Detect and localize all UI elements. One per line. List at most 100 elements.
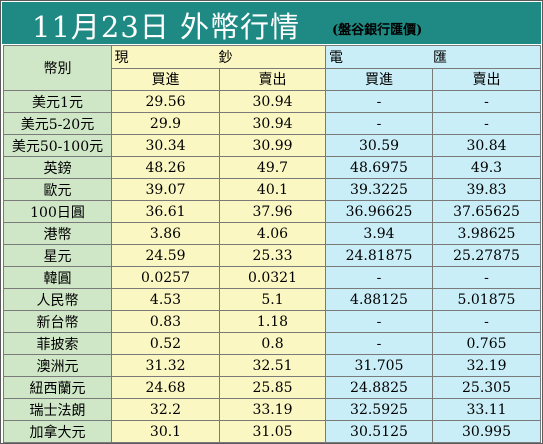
cash-sell-cell: 1.18 — [219, 310, 326, 333]
table-row: 韓圓 0.0257 0.0321- - — [3, 266, 541, 289]
table-row: 100日圓 36.61 37.96 36.96625 37.65625 — [3, 200, 541, 223]
currency-name: 星元 — [3, 244, 112, 267]
cash-sell-header: 賣出 — [219, 67, 326, 91]
wire-sell-cell: 25.305 — [432, 376, 541, 399]
cash-sell-cell: 30.94 — [219, 90, 326, 113]
currency-name: 新台幣 — [3, 310, 112, 333]
cash-sell-cell: 4.06 — [219, 222, 326, 245]
currency-name: 美元5-20元 — [3, 112, 112, 135]
cash-buy-cell: 0.0257 — [111, 266, 220, 289]
wire-sell-cell: - — [432, 90, 541, 113]
wire-sell-cell: 49.3 — [432, 156, 541, 179]
cash-buy-cell: 24.59 — [111, 244, 220, 267]
source-subtitle: (盤谷銀行匯價) — [332, 23, 423, 38]
wire-sell-cell: 33.11 — [432, 398, 541, 421]
wire-buy-cell: 36.96625 — [325, 200, 433, 223]
wire-buy-cell: 32.5925 — [325, 398, 433, 421]
table-row: 星元 24.59 25.33 24.81875 25.27875 — [3, 244, 541, 267]
currency-name: 紐西蘭元 — [3, 376, 112, 399]
currency-name: 菲披索 — [3, 332, 112, 355]
wire-group-header: 電匯 — [325, 45, 541, 69]
table-row: 瑞士法朗 32.2 33.19 32.5925 33.11 — [3, 398, 541, 421]
currency-name: 加拿大元 — [3, 420, 112, 443]
group-header-row: 幣別 現鈔 電匯 — [3, 45, 541, 91]
cash-buy-cell: 36.61 — [111, 200, 220, 223]
wire-sell-cell: 3.98625 — [432, 222, 541, 245]
table-row: 美元5-20元 29.9 30.94- - — [3, 112, 541, 135]
wire-sell-cell: 0.765 — [432, 332, 541, 355]
wire-sell-cell: - — [432, 310, 541, 333]
table-row: 加拿大元 30.1 31.05 30.5125 30.995 — [3, 420, 541, 443]
wire-buy-cell: - — [325, 90, 433, 113]
cash-sell-cell: 40.1 — [219, 178, 326, 201]
cash-buy-cell: 32.2 — [111, 398, 220, 421]
wire-buy-cell: 24.8825 — [325, 376, 433, 399]
wire-buy-cell: 30.59 — [325, 134, 433, 157]
wire-buy-cell: 4.88125 — [325, 288, 433, 311]
wire-sell-cell: 39.83 — [432, 178, 541, 201]
wire-buy-cell: 30.5125 — [325, 420, 433, 443]
table-row: 紐西蘭元 24.68 25.85 24.8825 25.305 — [3, 376, 541, 399]
currency-column-header: 幣別 — [3, 45, 112, 91]
exchange-rate-table: 幣別 現鈔 電匯 買進 賣出 買進 賣出 美元1元 29.56 30.94- - 美元5… — [3, 45, 541, 443]
currency-name: 歐元 — [3, 178, 112, 201]
wire-sell-cell: 25.27875 — [432, 244, 541, 267]
table-row: 港幣 3.86 4.06 3.94 3.98625 — [3, 222, 541, 245]
cash-sell-cell: 5.1 — [219, 288, 326, 311]
table-row: 澳洲元 31.32 32.51 31.705 32.19 — [3, 354, 541, 377]
table-row: 歐元 39.07 40.1 39.3225 39.83 — [3, 178, 541, 201]
cash-sell-cell: 49.7 — [219, 156, 326, 179]
cash-buy-cell: 29.56 — [111, 90, 220, 113]
cash-sell-cell: 32.51 — [219, 354, 326, 377]
currency-name: 美元50-100元 — [3, 134, 112, 157]
wire-sell-cell: 32.19 — [432, 354, 541, 377]
wire-buy-header: 買進 — [325, 67, 433, 91]
cash-sell-cell: 0.8 — [219, 332, 326, 355]
cash-sell-cell: 31.05 — [219, 420, 326, 443]
wire-buy-cell: - — [325, 310, 433, 333]
currency-name: 英鎊 — [3, 156, 112, 179]
cash-sell-cell: 0.0321 — [219, 266, 326, 289]
table-row: 菲披索 0.52 0.8-0.765 — [3, 332, 541, 355]
currency-name: 美元1元 — [3, 90, 112, 113]
table-row: 英鎊 48.26 49.7 48.6975 49.3 — [3, 156, 541, 179]
page-title: 11月23日 外幣行情 — [32, 10, 301, 44]
wire-buy-cell: 31.705 — [325, 354, 433, 377]
wire-buy-cell: 39.3225 — [325, 178, 433, 201]
cash-buy-cell: 30.34 — [111, 134, 220, 157]
table-body: 幣別 現鈔 電匯 買進 賣出 買進 賣出 美元1元 29.56 30.94- - 美元5… — [3, 45, 541, 443]
currency-name: 澳洲元 — [3, 354, 112, 377]
cash-buy-cell: 48.26 — [111, 156, 220, 179]
cash-sell-cell: 33.19 — [219, 398, 326, 421]
cash-sell-cell: 25.33 — [219, 244, 326, 267]
table-row: 美元50-100元 30.34 30.99 30.59 30.84 — [3, 134, 541, 157]
wire-buy-cell: 48.6975 — [325, 156, 433, 179]
cash-sell-cell: 30.94 — [219, 112, 326, 135]
wire-sell-header: 賣出 — [432, 67, 541, 91]
wire-sell-cell: - — [432, 112, 541, 135]
currency-name: 韓圓 — [3, 266, 112, 289]
wire-buy-cell: - — [325, 266, 433, 289]
cash-buy-cell: 0.52 — [111, 332, 220, 355]
table-row: 美元1元 29.56 30.94- - — [3, 90, 541, 113]
table-row: 新台幣 0.83 1.18- - — [3, 310, 541, 333]
currency-name: 人民幣 — [3, 288, 112, 311]
currency-name: 瑞士法朗 — [3, 398, 112, 421]
currency-name: 港幣 — [3, 222, 112, 245]
wire-sell-cell: 37.65625 — [432, 200, 541, 223]
wire-buy-cell: - — [325, 332, 433, 355]
wire-sell-cell: 30.84 — [432, 134, 541, 157]
cash-group-header: 現鈔 — [111, 45, 326, 69]
cash-buy-cell: 0.83 — [111, 310, 220, 333]
cash-buy-cell: 39.07 — [111, 178, 220, 201]
cash-sell-cell: 30.99 — [219, 134, 326, 157]
cash-buy-cell: 30.1 — [111, 420, 220, 443]
cash-buy-cell: 3.86 — [111, 222, 220, 245]
title-bar: 11月23日 外幣行情 (盤谷銀行匯價) — [2, 2, 541, 44]
wire-buy-cell: 24.81875 — [325, 244, 433, 267]
wire-sell-cell: 5.01875 — [432, 288, 541, 311]
wire-sell-cell: 30.995 — [432, 420, 541, 443]
cash-buy-cell: 4.53 — [111, 288, 220, 311]
wire-buy-cell: 3.94 — [325, 222, 433, 245]
